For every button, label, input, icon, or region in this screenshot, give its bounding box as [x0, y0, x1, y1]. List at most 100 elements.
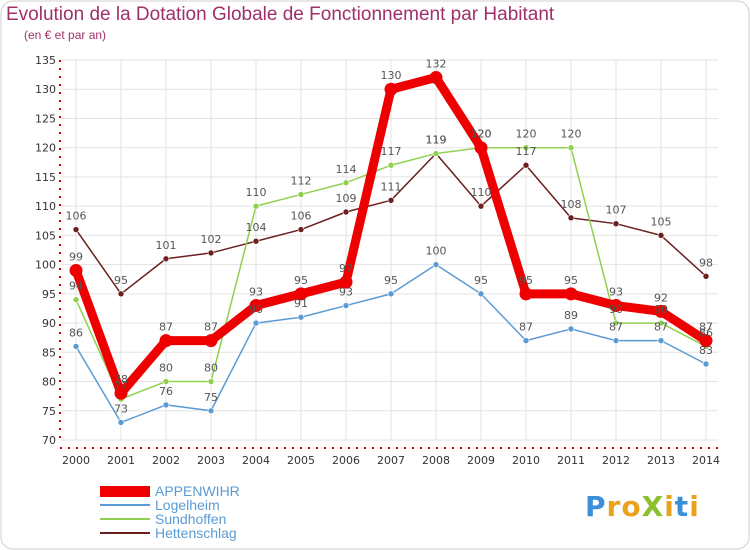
y-tick-label: 130	[35, 83, 56, 96]
data-label: 87	[654, 321, 668, 334]
data-label: 86	[69, 326, 83, 339]
data-label: 92	[654, 291, 668, 304]
data-point	[252, 319, 260, 327]
data-point	[654, 304, 668, 318]
data-label: 117	[381, 145, 402, 158]
data-point	[702, 273, 710, 280]
data-point	[117, 290, 125, 298]
x-tick-label: 2005	[287, 454, 315, 467]
x-tick-label: 2002	[152, 454, 180, 467]
data-point	[342, 208, 350, 216]
chart-title: Evolution de la Dotation Globale de Fonc…	[6, 4, 555, 25]
data-label: 95	[564, 274, 578, 287]
data-label: 73	[114, 402, 128, 415]
data-label: 90	[609, 303, 623, 316]
data-label: 78	[114, 373, 128, 386]
data-label: 93	[609, 286, 623, 299]
x-tick-label: 2007	[377, 454, 405, 467]
data-label: 93	[339, 286, 353, 299]
data-point	[384, 82, 398, 96]
data-point	[72, 296, 80, 303]
data-point	[159, 334, 173, 348]
data-point	[699, 334, 713, 348]
x-tick-label: 2011	[557, 454, 585, 467]
data-label: 87	[204, 321, 218, 334]
data-point	[522, 161, 530, 169]
data-point	[297, 191, 305, 198]
data-label: 104	[246, 221, 267, 234]
data-point	[657, 232, 665, 239]
data-point	[612, 337, 620, 344]
data-label: 120	[471, 128, 492, 141]
data-label: 117	[516, 145, 537, 158]
x-tick-label: 2014	[692, 454, 720, 467]
data-point	[567, 325, 575, 333]
legend-swatch	[100, 518, 150, 520]
data-point	[297, 313, 305, 321]
x-tick-label: 2012	[602, 454, 630, 467]
data-point	[477, 290, 485, 298]
data-point	[432, 261, 440, 268]
y-tick-label: 125	[35, 112, 56, 125]
data-point	[252, 237, 260, 245]
data-point	[249, 299, 263, 313]
y-tick-label: 80	[42, 376, 56, 389]
x-tick-label: 2006	[332, 454, 360, 467]
data-label: 107	[606, 204, 627, 217]
data-point	[474, 141, 488, 155]
y-tick-label: 110	[35, 200, 56, 213]
data-label: 90	[654, 303, 668, 316]
data-label: 83	[699, 344, 713, 357]
data-label: 87	[519, 321, 533, 334]
data-label: 98	[699, 256, 713, 269]
data-label: 95	[294, 274, 308, 287]
data-label: 87	[699, 321, 713, 334]
data-point	[702, 360, 710, 368]
data-point	[117, 419, 125, 426]
legend-swatch	[100, 486, 150, 497]
data-point	[342, 179, 350, 187]
proxiti-logo: ProXiti	[585, 490, 700, 523]
x-tick-label: 2003	[197, 454, 225, 467]
legend-label: Hettenschlag	[155, 525, 237, 541]
data-point	[207, 249, 215, 257]
data-label: 95	[114, 274, 128, 287]
legend-label: Sundhoffen	[155, 511, 227, 527]
data-point	[387, 161, 395, 169]
data-label: 132	[426, 58, 447, 71]
data-label: 119	[426, 134, 447, 147]
data-label: 120	[561, 128, 582, 141]
y-tick-label: 135	[35, 54, 56, 67]
data-label: 119	[426, 134, 447, 147]
data-label: 100	[426, 245, 447, 258]
data-label: 99	[69, 250, 83, 263]
y-tick-label: 75	[42, 405, 56, 418]
data-label: 95	[474, 274, 488, 287]
data-label: 91	[294, 297, 308, 310]
data-label: 102	[201, 233, 222, 246]
data-point	[207, 378, 215, 385]
data-label: 97	[339, 262, 353, 275]
data-point	[387, 290, 395, 298]
data-label: 109	[336, 192, 357, 205]
data-label: 75	[204, 391, 218, 404]
data-point	[207, 407, 215, 415]
data-point	[297, 226, 305, 233]
data-point	[72, 343, 80, 350]
data-label: 101	[156, 239, 177, 252]
y-tick-label: 85	[42, 346, 56, 359]
data-point	[519, 287, 533, 301]
data-label: 110	[471, 186, 492, 199]
data-label: 106	[291, 210, 312, 223]
x-tick-label: 2001	[107, 454, 135, 467]
data-label: 95	[519, 274, 533, 287]
y-tick-label: 100	[35, 259, 56, 272]
legend-label: APPENWIHR	[155, 483, 240, 499]
y-tick-label: 70	[42, 434, 56, 447]
data-point	[387, 197, 395, 204]
data-label: 77	[114, 379, 128, 392]
data-label: 112	[291, 174, 312, 187]
chart-subtitle: (en € et par an)	[24, 28, 107, 42]
data-point	[477, 202, 485, 210]
